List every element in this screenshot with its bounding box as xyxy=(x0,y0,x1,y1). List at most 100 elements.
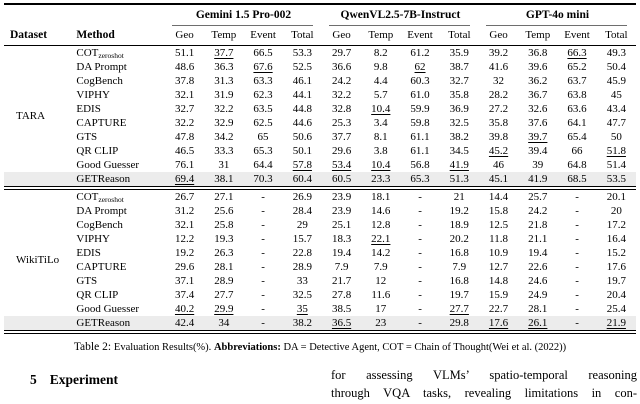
results-table: Gemini 1.5 Pro-002 QwenVL2.5-7B-Instruct G… xyxy=(4,3,636,334)
value-cell: 12.7 xyxy=(488,261,509,273)
value-cell: 19.4 xyxy=(331,247,352,259)
value-cell: 57.8 xyxy=(292,159,312,171)
value-cell: 24.2 xyxy=(528,205,548,217)
value-cell: - xyxy=(575,205,579,217)
table-row: QR CLIP 46.5 33.3 65.3 50.1 29.6 3.8 61.1 34.5 45… xyxy=(4,144,636,158)
value-cell: 14.4 xyxy=(488,191,509,203)
value-cell: 8.2 xyxy=(373,47,388,59)
value-cell: 34 xyxy=(204,316,244,331)
dataset-cell xyxy=(4,316,69,331)
method-name: VIPHY xyxy=(76,233,111,245)
value-cell: 12.2 xyxy=(174,233,195,245)
value-cell: 32.7 xyxy=(449,75,469,87)
value-cell: 32.1 xyxy=(174,219,195,231)
value-cell: 28.2 xyxy=(488,89,509,101)
value-cell: - xyxy=(261,275,265,287)
value-cell: 28.1 xyxy=(214,261,234,273)
value-cell: 60.3 xyxy=(410,75,430,87)
header-spacer xyxy=(4,3,165,26)
value-cell: 20.2 xyxy=(449,233,469,245)
value-cell: 29.6 xyxy=(331,145,352,157)
dataset-cell xyxy=(4,144,68,158)
value-cell: 68.5 xyxy=(557,172,597,187)
value-cell: 19.2 xyxy=(174,247,195,259)
value-cell: 24.6 xyxy=(528,275,548,287)
value-cell: 32.2 xyxy=(214,103,234,115)
table-row: GTS 37.1 28.9 - 33 21.7 12 - 16.8 14.8 24.6 - 19.7 xyxy=(4,274,636,288)
value-cell: 19.7 xyxy=(449,289,469,301)
method-subscript: zeroshot xyxy=(98,195,124,204)
value-cell: 27.7 xyxy=(449,303,469,315)
value-cell: 62 xyxy=(414,61,426,73)
value-cell: 10.4 xyxy=(371,159,391,171)
value-cell: 19.3 xyxy=(214,233,234,245)
value-cell: 31.3 xyxy=(214,75,234,87)
value-cell: 27.2 xyxy=(488,103,509,115)
value-cell: 36.3 xyxy=(214,61,234,73)
value-cell: - xyxy=(418,205,422,217)
value-cell: 17.2 xyxy=(606,219,626,231)
value-cell: 19.7 xyxy=(606,275,626,287)
dataset-cell xyxy=(4,260,68,274)
value-cell: 37.8 xyxy=(174,75,195,87)
dataset-cell xyxy=(4,60,68,74)
value-cell: 36.9 xyxy=(449,103,469,115)
value-cell: 35.8 xyxy=(488,117,509,129)
value-cell: 50.1 xyxy=(292,145,312,157)
value-cell: 25.8 xyxy=(214,219,234,231)
page-bottom: 5 Experiment for assessing VLMs’ spatio-t… xyxy=(0,366,640,402)
caption-abbrev-text: DA = Detective Agent, COT = Chain of Tho… xyxy=(283,342,567,353)
table-bottom-rule xyxy=(4,330,636,334)
value-cell: 11.8 xyxy=(489,233,508,245)
value-cell: 48.6 xyxy=(174,61,195,73)
value-cell: 32.5 xyxy=(449,117,469,129)
value-cell: 20.1 xyxy=(606,191,626,203)
value-cell: 41.9 xyxy=(449,159,469,171)
value-cell: 21.7 xyxy=(331,275,352,287)
value-cell: 32.7 xyxy=(174,103,195,115)
value-cell: 65.4 xyxy=(567,131,587,143)
model-group-header: Gemini 1.5 Pro-002 xyxy=(164,3,322,27)
rule-cell xyxy=(4,330,636,334)
value-cell: 44.8 xyxy=(292,103,312,115)
value-cell: - xyxy=(575,191,579,203)
dataset-cell xyxy=(4,116,68,130)
value-cell: 32.2 xyxy=(331,89,352,101)
dataset-cell xyxy=(4,218,68,232)
value-cell: 60.4 xyxy=(282,172,322,187)
method-cell: GTS xyxy=(68,274,165,288)
dataset-cell xyxy=(4,288,68,302)
value-cell: 34.2 xyxy=(214,131,234,143)
value-cell: 52.5 xyxy=(292,61,312,73)
value-cell: 40.2 xyxy=(174,303,195,315)
method-cell: CAPTURE xyxy=(68,116,165,130)
value-cell: - xyxy=(575,303,579,315)
value-cell: 32.9 xyxy=(214,117,234,129)
value-cell: 24.9 xyxy=(528,289,548,301)
value-cell: 38.2 xyxy=(282,316,322,331)
value-cell: 65.3 xyxy=(400,172,440,187)
value-cell: 26.1 xyxy=(518,316,558,331)
value-cell: 39.6 xyxy=(528,61,548,73)
value-cell: 20 xyxy=(610,205,622,217)
value-cell: 31.9 xyxy=(214,89,234,101)
value-cell: 44.6 xyxy=(292,117,312,129)
value-cell: 51.1 xyxy=(174,47,195,59)
method-name: COT xyxy=(76,191,99,203)
value-cell: 27.7 xyxy=(214,289,234,301)
value-cell: 23.3 xyxy=(361,172,401,187)
value-cell: 25.6 xyxy=(214,205,234,217)
value-cell: 39.2 xyxy=(488,47,509,59)
value-cell: - xyxy=(418,247,422,259)
dataset-cell xyxy=(4,88,68,102)
value-cell: 35.9 xyxy=(449,47,469,59)
table-row: Good Guesser 76.1 31 64.4 57.8 53.4 10.4 56.8 41… xyxy=(4,158,636,172)
value-cell: 18.1 xyxy=(371,191,391,203)
value-cell: 76.1 xyxy=(174,159,195,171)
column-header-temp: Temp xyxy=(204,26,244,46)
section-divider-rule xyxy=(4,186,636,190)
value-cell: 18.9 xyxy=(449,219,469,231)
dataset-cell xyxy=(4,130,68,144)
value-cell: 63.8 xyxy=(567,89,587,101)
value-cell: 23.9 xyxy=(331,191,352,203)
